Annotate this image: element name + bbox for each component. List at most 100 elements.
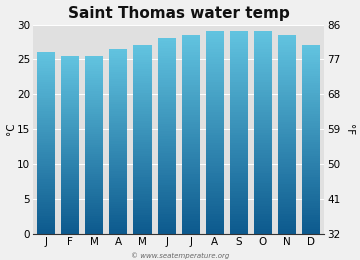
Bar bbox=[230, 57, 248, 59]
Bar bbox=[302, 194, 320, 196]
Bar bbox=[278, 40, 296, 42]
Bar bbox=[302, 76, 320, 79]
Bar bbox=[182, 62, 200, 65]
Bar bbox=[230, 118, 248, 120]
Bar bbox=[254, 118, 272, 120]
Bar bbox=[134, 76, 152, 79]
Bar bbox=[61, 127, 79, 129]
Bar bbox=[85, 225, 103, 227]
Bar bbox=[206, 54, 224, 57]
Bar bbox=[302, 189, 320, 191]
Bar bbox=[278, 129, 296, 132]
Bar bbox=[230, 193, 248, 196]
Bar bbox=[254, 67, 272, 69]
Bar bbox=[302, 159, 320, 161]
Bar bbox=[134, 220, 152, 222]
Bar bbox=[230, 163, 248, 166]
Bar bbox=[254, 231, 272, 234]
Bar bbox=[37, 59, 55, 61]
Bar bbox=[85, 98, 103, 100]
Bar bbox=[158, 212, 176, 214]
Bar bbox=[109, 88, 127, 90]
Bar bbox=[206, 204, 224, 206]
Bar bbox=[134, 147, 152, 149]
Bar bbox=[206, 193, 224, 196]
Bar bbox=[158, 187, 176, 190]
Bar bbox=[302, 71, 320, 74]
Bar bbox=[230, 31, 248, 34]
Bar bbox=[37, 89, 55, 91]
Bar bbox=[254, 77, 272, 80]
Bar bbox=[254, 122, 272, 125]
Bar bbox=[85, 185, 103, 187]
Bar bbox=[61, 158, 79, 160]
Bar bbox=[254, 80, 272, 82]
Bar bbox=[182, 72, 200, 75]
Bar bbox=[230, 231, 248, 234]
Bar bbox=[85, 229, 103, 232]
Bar bbox=[109, 121, 127, 123]
Bar bbox=[182, 45, 200, 47]
Bar bbox=[134, 173, 152, 175]
Bar bbox=[206, 122, 224, 125]
Bar bbox=[254, 42, 272, 44]
Bar bbox=[109, 79, 127, 81]
Bar bbox=[254, 120, 272, 122]
Bar bbox=[109, 84, 127, 86]
Bar bbox=[85, 160, 103, 163]
Bar bbox=[302, 210, 320, 213]
Bar bbox=[109, 181, 127, 183]
Bar bbox=[254, 171, 272, 173]
Bar bbox=[230, 176, 248, 178]
Bar bbox=[182, 132, 200, 134]
Bar bbox=[230, 209, 248, 211]
Bar bbox=[158, 82, 176, 85]
Bar bbox=[230, 224, 248, 226]
Bar bbox=[302, 93, 320, 95]
Bar bbox=[158, 197, 176, 200]
Bar bbox=[302, 168, 320, 170]
Bar bbox=[230, 77, 248, 80]
Bar bbox=[158, 41, 176, 43]
Bar bbox=[134, 182, 152, 184]
Bar bbox=[158, 38, 176, 41]
Bar bbox=[206, 128, 224, 130]
Bar bbox=[182, 65, 200, 67]
Bar bbox=[230, 102, 248, 105]
Bar bbox=[278, 147, 296, 149]
Bar bbox=[254, 72, 272, 74]
Bar bbox=[278, 95, 296, 97]
Bar bbox=[37, 186, 55, 188]
Bar bbox=[302, 57, 320, 60]
Bar bbox=[37, 75, 55, 77]
Bar bbox=[37, 111, 55, 114]
Bar bbox=[278, 114, 296, 117]
Bar bbox=[278, 47, 296, 50]
Bar bbox=[278, 159, 296, 162]
Bar bbox=[158, 222, 176, 224]
Bar bbox=[158, 168, 176, 170]
Bar bbox=[85, 220, 103, 223]
Bar bbox=[302, 48, 320, 50]
Bar bbox=[182, 134, 200, 137]
Bar bbox=[61, 76, 79, 78]
Bar bbox=[61, 83, 79, 85]
Bar bbox=[134, 180, 152, 182]
Bar bbox=[85, 83, 103, 85]
Bar bbox=[109, 65, 127, 67]
Bar bbox=[278, 42, 296, 45]
Bar bbox=[182, 229, 200, 231]
Bar bbox=[61, 163, 79, 165]
Bar bbox=[230, 166, 248, 168]
Bar bbox=[85, 85, 103, 87]
Bar bbox=[206, 133, 224, 135]
Bar bbox=[254, 87, 272, 90]
Bar bbox=[134, 62, 152, 64]
Bar bbox=[109, 183, 127, 185]
Bar bbox=[85, 145, 103, 147]
Bar bbox=[158, 144, 176, 146]
Bar bbox=[85, 60, 103, 63]
Bar bbox=[85, 67, 103, 69]
Bar bbox=[37, 170, 55, 173]
Bar bbox=[206, 31, 224, 34]
